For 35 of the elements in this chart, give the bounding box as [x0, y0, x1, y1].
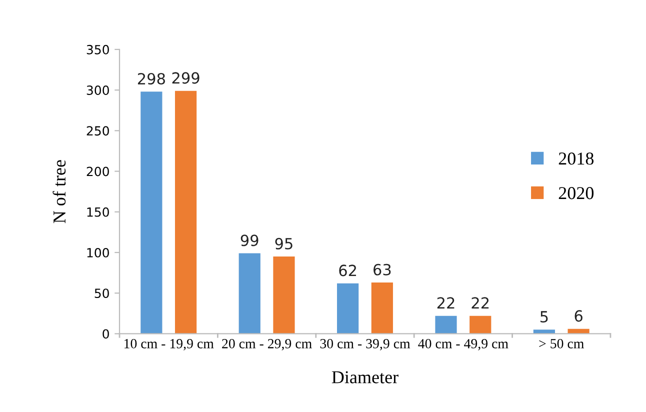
legend-label: 2018 [558, 152, 594, 165]
y-tick-label: 300 [86, 86, 109, 95]
x-tick-label: 30 cm - 39,9 cm [320, 338, 410, 350]
x-tick-label: 40 cm - 49,9 cm [418, 338, 508, 350]
x-tick-label: 20 cm - 29,9 cm [222, 338, 312, 350]
data-label: 63 [374, 264, 391, 276]
x-tick-label: 10 cm - 19,9 cm [124, 338, 214, 350]
bar [371, 282, 393, 334]
y-tick-label: 350 [86, 44, 109, 54]
x-tick-label: > 50 cm [539, 338, 584, 348]
y-axis-title: N of tree [52, 160, 66, 224]
bar [470, 316, 492, 334]
y-tick-label: 200 [86, 166, 109, 176]
y-tick-label: 50 [94, 288, 109, 298]
bar [273, 256, 295, 334]
bar [238, 253, 260, 334]
data-label: 22 [472, 297, 489, 309]
data-label: 298 [138, 72, 165, 85]
bar [435, 316, 457, 334]
data-label: 6 [574, 310, 582, 322]
data-label: 62 [339, 264, 356, 276]
bar [174, 90, 197, 334]
y-tick-label: 100 [87, 248, 109, 258]
data-label: 299 [172, 72, 200, 84]
y-tick-label: 150 [87, 207, 109, 217]
y-tick-label: 0 [102, 329, 109, 339]
data-label: 95 [275, 238, 292, 250]
x-axis-title: Diameter [332, 371, 398, 384]
bar [140, 92, 162, 334]
data-label: 99 [240, 234, 258, 246]
y-tick-label: 250 [86, 126, 109, 136]
legend-label: 2020 [558, 187, 594, 200]
data-label: 5 [540, 311, 548, 323]
data-label: 22 [437, 297, 454, 309]
bar [337, 283, 359, 334]
